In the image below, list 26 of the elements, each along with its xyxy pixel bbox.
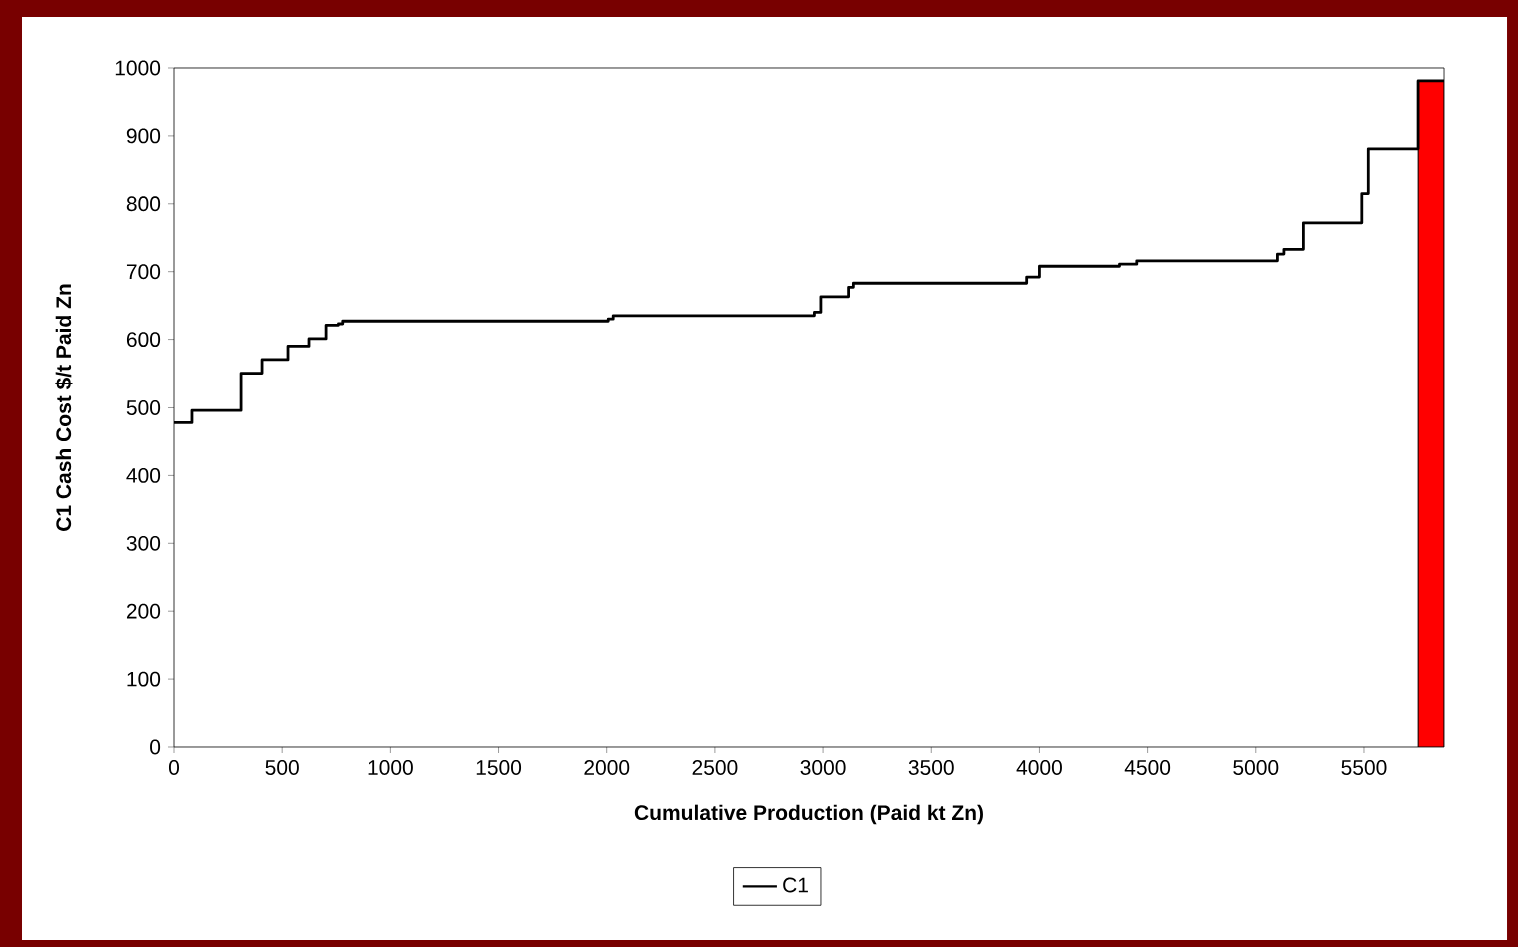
y-tick-label: 700 xyxy=(126,264,161,280)
y-tick-label: 300 xyxy=(126,535,161,551)
x-tick-label: 4000 xyxy=(1016,760,1062,775)
legend-label: C1 xyxy=(783,877,808,893)
y-axis-title: C1 Cash Cost $/t Paid Zn xyxy=(55,284,73,531)
x-tick-label: 5500 xyxy=(1341,760,1387,775)
y-tick-label: 500 xyxy=(126,400,161,415)
x-tick-label: 2500 xyxy=(692,760,738,775)
y-tick-label: 200 xyxy=(126,603,161,619)
x-tick-label: 0 xyxy=(168,760,180,775)
x-tick-label: 500 xyxy=(265,760,299,775)
y-tick-label: 400 xyxy=(126,467,161,483)
y-tick-label: 0 xyxy=(150,739,161,755)
x-tick-label: 3000 xyxy=(800,760,846,775)
x-tick-label: 4500 xyxy=(1124,760,1171,775)
x-tick-label: 1000 xyxy=(368,760,413,775)
x-tick-label: 3500 xyxy=(908,760,954,775)
y-tick-label: 1000 xyxy=(115,60,161,76)
x-tick-label: 1500 xyxy=(476,760,522,775)
y-tick-label: 100 xyxy=(127,671,161,687)
y-tick-label: 800 xyxy=(126,196,161,212)
y-tick-label: 600 xyxy=(126,332,161,348)
x-axis-title: Cumulative Production (Paid kt Zn) xyxy=(634,804,983,825)
x-tick-label: 5000 xyxy=(1233,760,1279,775)
y-tick-label: 900 xyxy=(126,128,161,144)
x-tick-label: 2000 xyxy=(584,760,630,775)
